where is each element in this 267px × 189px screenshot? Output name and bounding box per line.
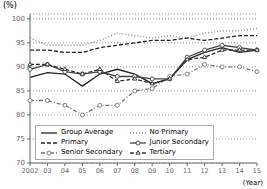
svg-text:05: 05: [78, 167, 86, 175]
svg-text:90: 90: [16, 63, 25, 71]
svg-text:95: 95: [16, 39, 25, 47]
svg-text:10: 10: [166, 167, 174, 175]
svg-text:80: 80: [16, 111, 25, 119]
html-text:Group Average: Group Average: [61, 128, 114, 136]
svg-text:06: 06: [96, 167, 104, 175]
svg-text:100: 100: [12, 15, 25, 23]
svg-text:11: 11: [183, 167, 191, 175]
html-text:Primary: Primary: [61, 138, 89, 146]
svg-text:04: 04: [61, 167, 69, 175]
html-text:Junior Secondary: Junior Secondary: [149, 138, 209, 146]
html-text:Senior Secondary: Senior Secondary: [61, 148, 123, 156]
svg-text:14: 14: [235, 167, 243, 175]
svg-text:12: 12: [200, 167, 208, 175]
svg-text:03: 03: [43, 167, 51, 175]
svg-text:09: 09: [148, 167, 156, 175]
html-text:Tertiary: Tertiary: [149, 148, 176, 156]
svg-text:70: 70: [16, 159, 25, 167]
svg-text:2002: 2002: [22, 167, 39, 175]
svg-text:75: 75: [16, 135, 25, 143]
svg-text:08: 08: [131, 167, 139, 175]
html-text:No Primary: No Primary: [149, 128, 189, 136]
html-text:(Year): (Year): [242, 179, 263, 187]
svg-text:07: 07: [113, 167, 121, 175]
svg-text:13: 13: [218, 167, 226, 175]
svg-text:15: 15: [253, 167, 261, 175]
svg-text:85: 85: [16, 87, 25, 95]
